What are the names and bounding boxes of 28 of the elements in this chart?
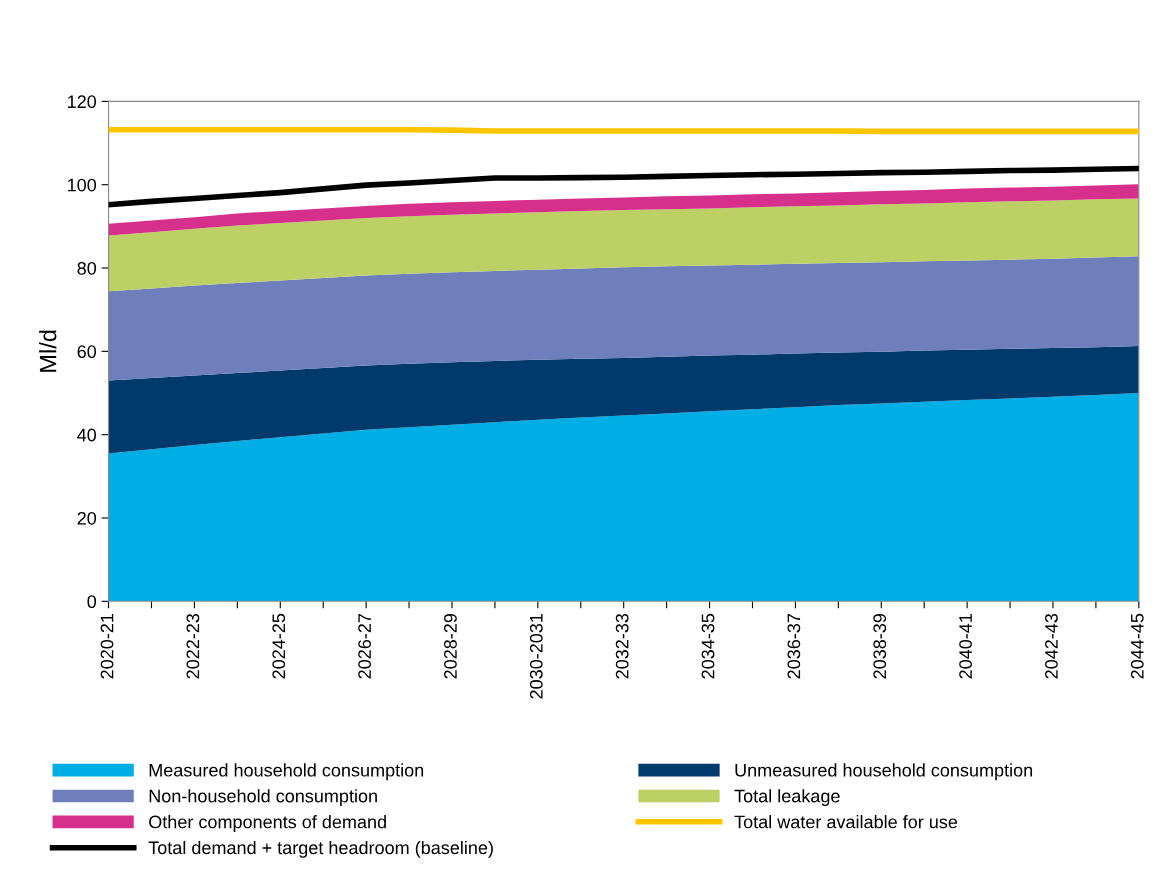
x-tick-label: 2040-41 [959,613,972,679]
legend-label: Other components of demand [149,815,386,832]
x-tick-label: 2042-43 [1045,613,1058,679]
x-tick-label: 2020-21 [100,613,114,679]
legend-label: Non-household consumption [149,789,377,807]
y-tick-label: 60 [77,345,97,359]
x-tick-label: 2028-29 [444,613,457,679]
legend-label: Measured household consumption [149,763,424,781]
x-tick-label: 2032-33 [615,613,629,679]
x-tick-label: 2038-39 [873,613,887,679]
x-tick-label: 2024-25 [272,613,286,679]
y-tick-label: 120 [68,95,97,109]
legend-label: Total water available for use [734,815,958,829]
x-tick-label: 2030-2031 [529,613,543,699]
x-tick-label: 2044-45 [1130,613,1144,679]
x-tick-label: 2026-27 [358,614,371,679]
y-tick-label: 40 [77,428,97,442]
y-tick-label: 20 [77,511,97,525]
legend-label: Unmeasured household consumption [735,763,1033,781]
x-tick-label: 2022-23 [186,613,200,679]
legend-label: Total leakage [734,789,840,807]
y-tick-label: 80 [77,261,97,275]
y-tick-label: 0 [87,595,97,609]
y-axis-title: Ml/d [39,330,57,372]
x-tick-label: 2036-37 [787,614,801,679]
y-tick-label: 100 [68,178,97,192]
legend-label: Total demand + target headroom (baseline) [148,840,493,858]
x-tick-label: 2034-35 [701,613,715,679]
